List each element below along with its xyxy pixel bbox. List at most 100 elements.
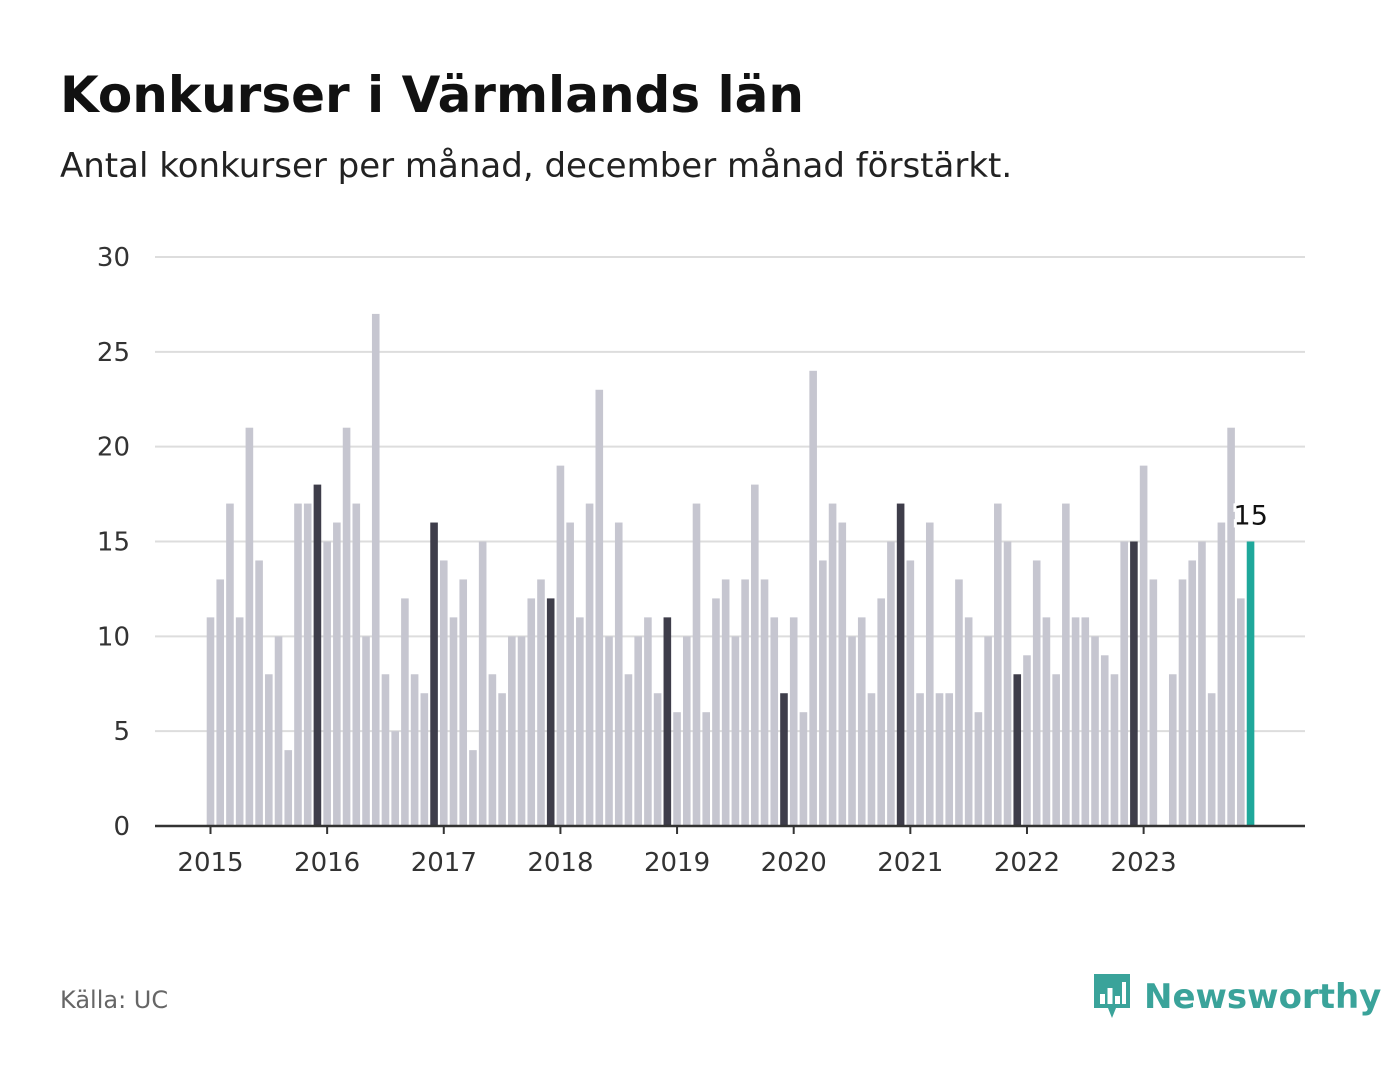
bar-december [1130, 541, 1138, 826]
bar [1062, 503, 1070, 826]
bar [401, 598, 409, 826]
bar [1052, 674, 1060, 826]
bar [1100, 655, 1109, 826]
bar [508, 636, 516, 826]
x-axis: 2015 2016 2017 2018 2019 2020 2021 2022 2023 [155, 824, 1305, 878]
bar [673, 712, 681, 826]
bar [828, 503, 837, 826]
bar-december [313, 484, 322, 826]
x-tick-label: 2021 [877, 848, 943, 878]
y-tick-label: 25 [97, 338, 130, 368]
bar [498, 693, 506, 826]
bar [1217, 522, 1226, 826]
x-tick-label: 2018 [527, 848, 593, 878]
x-tick-label: 2017 [411, 848, 477, 878]
brand-name: Newsworthy [1144, 977, 1382, 1017]
bar [838, 522, 847, 826]
bar [1120, 541, 1128, 826]
bar [439, 560, 448, 826]
bar [1091, 636, 1099, 826]
bar [206, 617, 215, 826]
bar-december [663, 617, 672, 826]
bar [848, 636, 856, 826]
bar [1168, 674, 1177, 826]
bar [362, 636, 370, 826]
bar-december [1013, 674, 1022, 826]
bar [566, 522, 574, 826]
bar [527, 598, 536, 826]
bar [877, 598, 885, 826]
bar [789, 617, 798, 826]
bar [1023, 655, 1031, 826]
bar [478, 541, 487, 826]
bar [935, 693, 944, 826]
bar [916, 693, 924, 826]
x-tick-label: 2019 [644, 848, 710, 878]
bar [1227, 427, 1235, 826]
bar [721, 579, 730, 826]
bar-december [896, 503, 905, 826]
bar [1042, 617, 1051, 826]
x-tick-label: 2020 [761, 848, 827, 878]
bar [1188, 560, 1197, 826]
y-tick-label: 0 [113, 812, 130, 842]
bars [206, 313, 1255, 826]
bar [955, 579, 963, 826]
bar [770, 617, 779, 826]
bar [323, 541, 331, 826]
y-tick-label: 30 [97, 243, 130, 273]
bar [342, 427, 351, 826]
bar [265, 674, 273, 826]
bar [595, 389, 604, 826]
bar [1003, 541, 1012, 826]
bar [303, 503, 312, 826]
bar [410, 674, 419, 826]
bar [799, 712, 808, 826]
bar [731, 636, 740, 826]
bar [1139, 465, 1148, 826]
x-tick-label: 2015 [177, 848, 243, 878]
bar [469, 750, 477, 826]
bar [751, 484, 759, 826]
bar [1178, 579, 1187, 826]
bar [692, 503, 701, 826]
bar [459, 579, 468, 826]
bar [391, 731, 399, 826]
bar [1081, 617, 1090, 826]
bar [644, 617, 652, 826]
bar [1032, 560, 1041, 826]
bar [867, 693, 876, 826]
newsworthy-logo[interactable]: Newsworthy [1092, 970, 1381, 1024]
x-tick-label: 2023 [1111, 848, 1177, 878]
bar [994, 503, 1002, 826]
newsworthy-logo-icon [1094, 974, 1130, 1018]
bar [1071, 617, 1080, 826]
bar [381, 674, 390, 826]
bar [887, 541, 895, 826]
y-tick-label: 15 [97, 528, 130, 558]
bar [556, 465, 565, 826]
bar [488, 674, 497, 826]
bar [333, 522, 341, 826]
bar [1198, 541, 1206, 826]
bar [294, 503, 302, 826]
bar [712, 598, 720, 826]
bar [857, 617, 866, 826]
bar [702, 712, 711, 826]
bar [741, 579, 749, 826]
bar [945, 693, 954, 826]
bar [925, 522, 934, 826]
bar [974, 712, 983, 826]
y-tick-label: 10 [97, 622, 130, 652]
bar [274, 636, 283, 826]
bar [420, 693, 429, 826]
bar [1237, 598, 1245, 826]
bar [634, 636, 642, 826]
bar [371, 313, 380, 826]
bar [1110, 674, 1119, 826]
bar [964, 617, 973, 826]
source-note: Källa: UC [60, 986, 169, 1014]
bar [819, 560, 827, 826]
bar [809, 370, 817, 826]
bar [585, 503, 594, 826]
